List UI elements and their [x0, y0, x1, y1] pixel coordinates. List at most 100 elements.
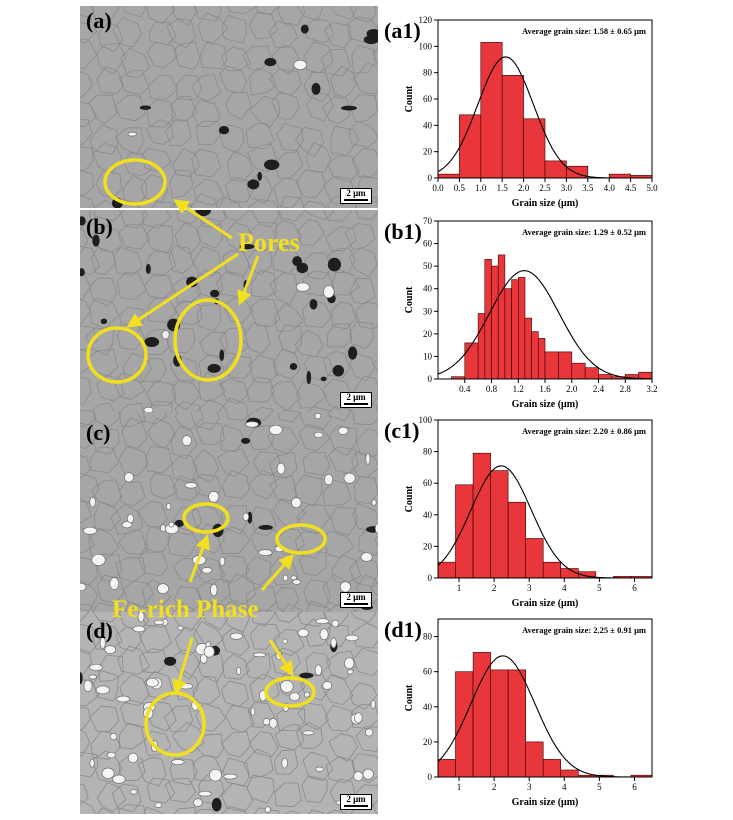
bright-particle — [165, 503, 172, 510]
y-tick-label: 70 — [423, 217, 433, 226]
y-tick-label: 40 — [423, 120, 433, 130]
pore — [100, 318, 108, 325]
bright-particle — [82, 526, 98, 535]
normal-fit-curve — [437, 270, 653, 380]
histogram-bar — [480, 42, 503, 179]
bright-particle — [259, 689, 268, 702]
average-grain-size-annotation: Average grain size: 1.58 ± 0.65 μm — [522, 26, 646, 36]
bright-particle — [322, 681, 333, 690]
bright-particle — [322, 285, 335, 299]
x-tick-label: 2.8 — [620, 384, 632, 394]
pore — [341, 105, 357, 111]
panel-label: (d) — [86, 618, 113, 643]
bright-particle — [314, 664, 323, 676]
histogram-svg: 0 20 40 60 80 1 2 3 4 5 6 Grain size (μm) Count Avera… — [404, 618, 653, 808]
bright-particle — [198, 790, 212, 797]
bright-particle — [297, 628, 310, 638]
plot-frame — [437, 618, 653, 778]
x-tick-label: 3.2 — [646, 384, 657, 394]
x-tick-label: 3.5 — [582, 183, 594, 193]
pore — [219, 349, 225, 361]
bright-particle — [208, 491, 220, 503]
bright-particle — [291, 497, 302, 509]
bright-particle — [258, 549, 273, 556]
scale-bar: 2 μm — [340, 592, 372, 608]
bright-particle — [168, 521, 175, 528]
x-tick-label: 5.0 — [646, 183, 658, 193]
bright-particle — [250, 707, 256, 717]
bright-particle — [132, 625, 146, 633]
bright-particle — [223, 773, 238, 780]
pore — [320, 376, 327, 382]
x-tick-label: 2.0 — [566, 384, 578, 394]
bright-particle — [124, 472, 134, 483]
pore — [332, 365, 344, 377]
bright-particle — [145, 677, 159, 688]
bright-particle — [345, 634, 359, 642]
scale-bar-label: 2 μm — [346, 392, 366, 402]
histogram-bar — [525, 741, 544, 778]
x-tick-label: 3 — [527, 583, 532, 593]
bright-particle — [362, 768, 374, 780]
pore — [327, 257, 341, 272]
bright-particle — [154, 802, 163, 808]
bright-particle — [365, 452, 371, 465]
pore — [363, 35, 378, 45]
histogram-bar — [497, 254, 506, 380]
y-tick-label: 0 — [428, 573, 433, 583]
bright-particle — [346, 669, 354, 675]
micrograph-texture — [80, 612, 378, 814]
x-tick-label: 1.0 — [475, 183, 487, 193]
x-tick-label: 6 — [632, 782, 637, 792]
x-tick-label: 6 — [632, 583, 637, 593]
histogram-bar — [511, 279, 519, 380]
bright-particle — [229, 632, 243, 640]
x-axis-label: Grain size (μm) — [512, 797, 579, 808]
x-tick-label: 3.0 — [561, 183, 573, 193]
bright-particle — [161, 330, 170, 340]
y-tick-label: 40 — [423, 702, 433, 712]
histogram-bar — [464, 342, 479, 380]
bright-particle — [339, 581, 351, 593]
x-tick-label: 4 — [562, 782, 567, 792]
bright-particle — [302, 730, 315, 736]
bright-particle — [126, 513, 135, 524]
scale-bar: 2 μm — [340, 188, 372, 204]
pore — [211, 797, 222, 812]
scale-bar-label: 2 μm — [346, 188, 366, 198]
bright-particle — [292, 579, 302, 585]
bright-particle — [282, 702, 289, 712]
bright-particle — [157, 583, 169, 594]
y-tick-label: 80 — [423, 447, 433, 457]
x-tick-label: 1.6 — [539, 384, 551, 394]
bright-particle — [264, 806, 271, 813]
y-tick-label: 30 — [423, 306, 433, 316]
bright-particle — [313, 431, 324, 439]
micrograph-texture — [80, 412, 378, 612]
bright-particle — [374, 523, 378, 534]
pore — [92, 234, 100, 247]
bright-particle — [276, 462, 286, 475]
chart-panel-label: (b1) — [384, 219, 422, 244]
x-tick-label: 0.0 — [432, 183, 444, 193]
bright-particle — [80, 582, 87, 592]
x-axis-label: Grain size (μm) — [512, 198, 579, 209]
y-tick-label: 0 — [428, 772, 433, 782]
histogram-bar — [455, 671, 474, 778]
bright-particle — [282, 574, 289, 582]
bright-particle — [127, 131, 137, 137]
histogram-b1: 0 10 20 30 40 50 60 70 0.4 0.8 1.2 1.6 2.0 2.4 2.8 3.2 G… — [380, 217, 660, 412]
pore — [241, 437, 251, 444]
histogram-bar — [472, 452, 491, 579]
histogram-bar — [518, 277, 526, 380]
grain-boundaries — [80, 210, 378, 412]
bright-particle — [252, 652, 267, 658]
y-tick-label: 10 — [423, 351, 433, 361]
bright-particle — [330, 637, 337, 649]
pores-label: Pores — [238, 228, 300, 257]
bright-particle — [107, 751, 116, 759]
y-tick-label: 0 — [428, 374, 433, 384]
bright-particle — [281, 757, 288, 769]
y-axis-label: Count — [404, 286, 415, 313]
panel-label: (a) — [86, 8, 112, 33]
